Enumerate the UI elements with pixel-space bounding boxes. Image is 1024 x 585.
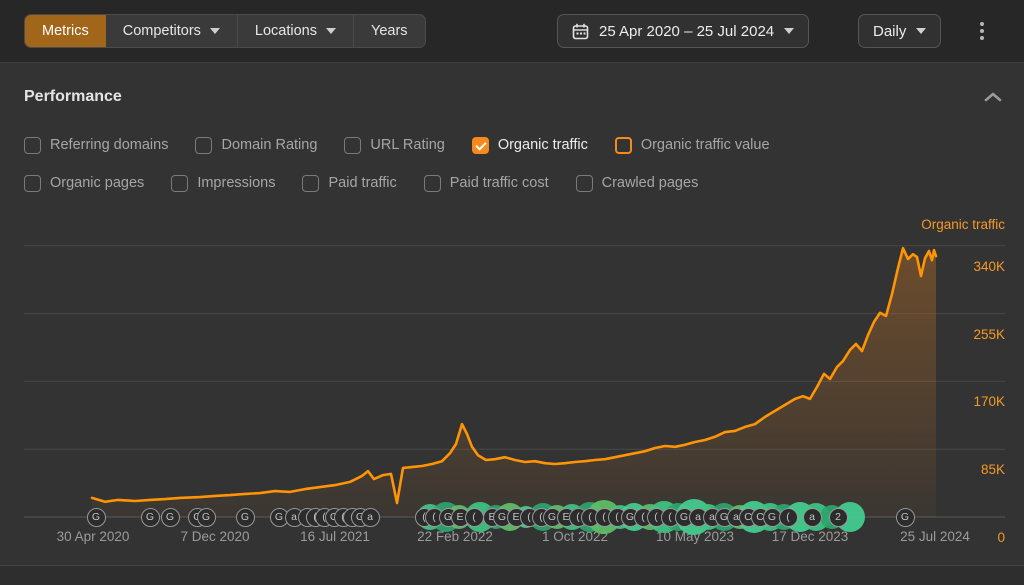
view-segmented-control: Metrics Competitors Locations Years [24,14,426,48]
metric-organic-traffic-value[interactable]: Organic traffic value [614,136,770,154]
tab-years-label: Years [370,23,408,39]
checkbox-unchecked[interactable] [24,136,41,154]
metric-label: Paid traffic [328,175,397,191]
granularity-button[interactable]: Daily [858,14,942,48]
google-update-badge[interactable]: ( [424,507,444,527]
metric-label: Crawled pages [601,175,699,191]
checkbox-unchecked[interactable] [423,174,441,192]
metric-crawled-pages[interactable]: Crawled pages [575,174,699,192]
metric-referring-domains[interactable]: Referring domains [24,136,169,154]
metric-impressions[interactable]: Impressions [171,174,276,192]
panel-footer-strip [0,565,1024,585]
metric-url-rating[interactable]: URL Rating [344,136,445,154]
chevron-down-icon [784,28,795,34]
metric-label: Domain Rating [221,137,318,153]
google-update-badge[interactable]: G [674,507,694,527]
metric-label: Referring domains [50,137,169,153]
panel-title: Performance [24,88,122,105]
metric-label: Organic traffic [497,137,588,153]
google-update-badge[interactable]: G [196,507,216,527]
google-update-badge[interactable]: a [802,507,822,527]
google-update-badge[interactable]: G [895,507,915,527]
granularity-label: Daily [873,22,907,40]
tab-years[interactable]: Years [352,15,425,47]
tab-metrics-label: Metrics [42,23,89,39]
metric-label: Organic pages [50,175,145,191]
google-update-badge[interactable]: G [140,507,160,527]
google-update-badge[interactable]: a [360,507,380,527]
google-update-badge[interactable]: ( [464,507,484,527]
checkbox-unchecked[interactable] [24,174,41,192]
metric-organic-pages[interactable]: Organic pages [24,174,145,192]
metric-paid-traffic[interactable]: Paid traffic [302,174,397,192]
metric-label: Impressions [197,175,276,191]
chevron-up-icon [984,92,1002,102]
metric-label: Paid traffic cost [449,175,549,191]
tab-competitors[interactable]: Competitors [106,15,237,47]
tab-locations[interactable]: Locations [236,15,353,47]
checkbox-unchecked[interactable] [614,136,632,154]
google-update-badge[interactable]: 2 [828,507,848,527]
date-range-label: 25 Apr 2020 – 25 Jul 2024 [599,22,775,40]
metric-paid-traffic-cost[interactable]: Paid traffic cost [423,174,549,192]
collapse-panel-button[interactable] [984,90,1002,102]
google-update-badge[interactable]: ( [660,507,680,527]
tab-locations-label: Locations [254,23,317,39]
calendar-icon [572,23,589,39]
chevron-down-icon [325,28,336,34]
metric-checkbox-row-1: Referring domains Domain Rating URL Rating… [24,134,770,156]
checkbox-unchecked[interactable] [195,136,213,154]
toolbar: Metrics Competitors Locations Years [0,0,1024,62]
metric-domain-rating[interactable]: Domain Rating [195,136,318,154]
tab-competitors-label: Competitors [122,23,201,39]
metric-label: URL Rating [370,137,445,153]
metric-organic-traffic[interactable]: Organic traffic [471,136,588,154]
date-range-button[interactable]: 25 Apr 2020 – 25 Jul 2024 [557,14,810,48]
google-update-badge[interactable]: G [86,507,106,527]
checkbox-unchecked[interactable] [171,174,189,192]
google-update-badge[interactable]: G [235,507,255,527]
checkbox-unchecked[interactable] [575,174,593,192]
google-update-badge[interactable]: ( [778,507,798,527]
chevron-down-icon [916,28,927,34]
google-update-badge[interactable]: G [762,507,782,527]
checkbox-checked[interactable] [471,136,489,154]
tab-metrics[interactable]: Metrics [25,15,106,47]
metric-label: Organic traffic value [640,137,770,153]
more-options-button[interactable] [970,16,994,46]
checkbox-unchecked[interactable] [302,174,320,192]
metric-checkbox-row-2: Organic pages Impressions Paid traffic Paid… [24,172,698,194]
chevron-down-icon [209,28,220,34]
google-update-badge[interactable]: G [160,507,180,527]
kebab-icon [980,22,984,26]
checkbox-unchecked[interactable] [344,136,362,154]
